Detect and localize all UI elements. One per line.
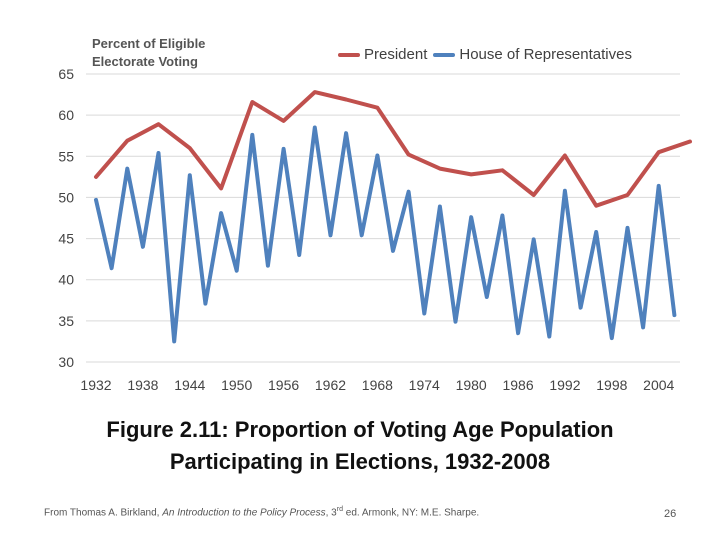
source-citation: From Thomas A. Birkland, An Introduction… bbox=[44, 503, 479, 520]
chart-legend: President House of Representatives bbox=[338, 46, 632, 63]
y-tick-label: 60 bbox=[58, 107, 74, 123]
x-tick-label: 1938 bbox=[127, 377, 158, 393]
x-tick-label: 1950 bbox=[221, 377, 252, 393]
x-tick-label: 1968 bbox=[362, 377, 393, 393]
x-tick-label: 2004 bbox=[643, 377, 674, 393]
figure-caption-line-2: Participating in Elections, 1932-2008 bbox=[169, 449, 551, 474]
y-tick-label: 55 bbox=[58, 148, 74, 164]
citation-edition: , 3 bbox=[325, 507, 337, 519]
x-tick-label: 1944 bbox=[174, 377, 205, 393]
x-tick-label: 1956 bbox=[268, 377, 299, 393]
y-tick-label: 50 bbox=[58, 189, 74, 205]
x-tick-label: 1974 bbox=[409, 377, 440, 393]
y-axis-label-line-2: Electorate Voting bbox=[92, 54, 198, 69]
citation-prefix: From Thomas A. Birkland, bbox=[44, 507, 163, 519]
legend-swatch-house bbox=[433, 52, 456, 57]
x-tick-label: 1986 bbox=[502, 377, 533, 393]
citation-suffix: ed. Armonk, NY: M.E. Sharpe. bbox=[342, 507, 480, 519]
citation-title: An Introduction to the Policy Process bbox=[162, 507, 326, 519]
y-tick-label: 30 bbox=[58, 354, 74, 370]
line-chart: 30 35 40 45 50 55 60 65 1932 1938 1944 1950 1956 1962… bbox=[58, 66, 692, 393]
legend-swatch-president bbox=[338, 52, 360, 57]
x-tick-label: 1998 bbox=[596, 377, 627, 393]
legend-label-house: House of Representatives bbox=[459, 46, 632, 63]
slide-number: 26 bbox=[664, 508, 677, 520]
y-axis-label-line-1: Percent of Eligible bbox=[92, 36, 206, 51]
legend-label-president: President bbox=[364, 46, 428, 63]
x-tick-label: 1980 bbox=[456, 377, 487, 393]
y-tick-label: 45 bbox=[58, 231, 74, 247]
y-tick-label: 35 bbox=[58, 313, 74, 329]
legend-entry-president: President bbox=[338, 46, 427, 63]
citation-edition-suffix: rd bbox=[336, 506, 343, 513]
figure-caption-line-1: Figure 2.11: Proportion of Voting Age Po… bbox=[106, 417, 614, 442]
y-tick-label: 65 bbox=[58, 66, 74, 82]
figure-caption: Figure 2.11: Proportion of Voting Age Po… bbox=[0, 414, 720, 478]
series-line-house bbox=[94, 125, 677, 344]
legend-entry-house: House of Representatives bbox=[433, 46, 632, 63]
x-tick-label: 1992 bbox=[549, 377, 580, 393]
y-tick-label: 40 bbox=[58, 272, 74, 288]
x-tick-label: 1932 bbox=[80, 377, 111, 393]
x-tick-label: 1962 bbox=[315, 377, 346, 393]
series-line-president bbox=[94, 90, 692, 208]
